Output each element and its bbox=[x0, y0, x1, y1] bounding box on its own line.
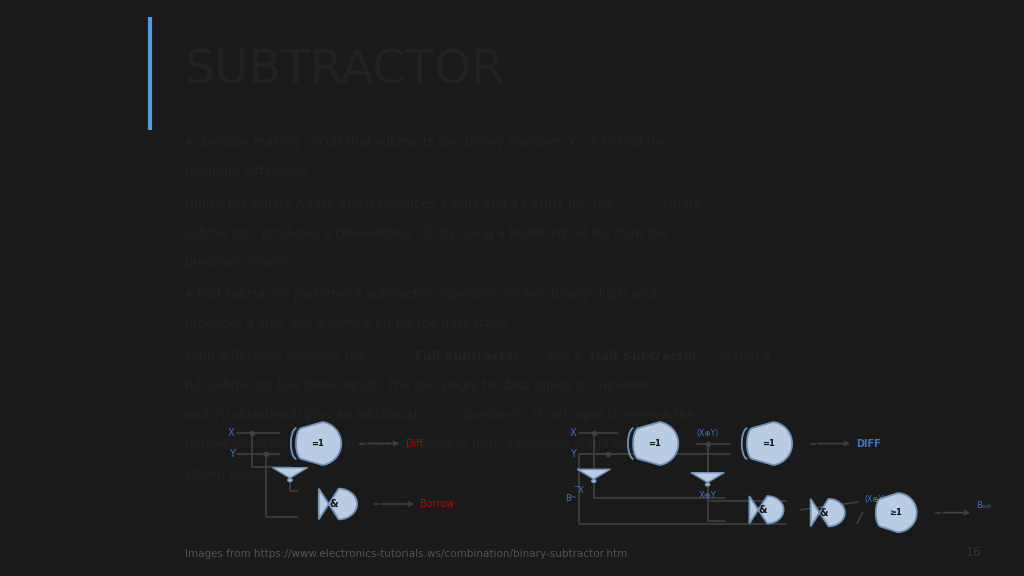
Text: (B-in) input to receive the: (B-in) input to receive the bbox=[529, 409, 694, 422]
Text: (X⊕Y).Bᴵⁿ: (X⊕Y).Bᴵⁿ bbox=[864, 495, 898, 505]
Text: ≥1: ≥1 bbox=[889, 508, 901, 517]
Polygon shape bbox=[578, 469, 610, 479]
Text: Y: Y bbox=[229, 449, 234, 459]
Text: ̅X: ̅X bbox=[579, 487, 585, 495]
Polygon shape bbox=[318, 488, 357, 520]
Text: and Y(subtrahend) plus an additional: and Y(subtrahend) plus an additional bbox=[185, 409, 421, 422]
Text: A half subtractor performs a subtraction operation on two binary digits and: A half subtractor performs a subtraction… bbox=[185, 288, 656, 301]
Text: Borrow-in: Borrow-in bbox=[463, 409, 523, 422]
Text: =1: =1 bbox=[762, 439, 775, 448]
Text: Bₒᵤₜ: Bₒᵤₜ bbox=[976, 501, 991, 510]
Text: (X⊕Y): (X⊕Y) bbox=[696, 429, 719, 438]
Text: Borrow: Borrow bbox=[421, 499, 455, 509]
Text: Diff.: Diff. bbox=[406, 438, 425, 449]
Text: borrow generated by the subtraction process from a previous stage as: borrow generated by the subtraction proc… bbox=[185, 438, 627, 451]
Text: subtractor: subtractor bbox=[185, 227, 249, 240]
Text: &: & bbox=[759, 505, 767, 515]
Text: Full Subtractor: Full Subtractor bbox=[415, 350, 519, 363]
Text: Images from https://www.electronics-tutorials.ws/combination/binary-subtractor.h: Images from https://www.electronics-tuto… bbox=[185, 549, 627, 559]
Polygon shape bbox=[272, 468, 307, 478]
Text: X: X bbox=[228, 428, 234, 438]
Polygon shape bbox=[750, 496, 783, 524]
Text: DIFF: DIFF bbox=[856, 438, 882, 449]
Text: Half Subtractor: Half Subtractor bbox=[590, 350, 698, 363]
Text: SUBTRACTOR: SUBTRACTOR bbox=[185, 48, 505, 93]
Text: &: & bbox=[330, 499, 338, 509]
Text: X: X bbox=[569, 428, 577, 438]
Text: A decision making circuit that subtracts two binary numbers X – Y to find the: A decision making circuit that subtracts… bbox=[185, 135, 667, 149]
Text: resulting difference: resulting difference bbox=[185, 165, 307, 178]
Circle shape bbox=[592, 480, 596, 483]
Text: &: & bbox=[820, 507, 828, 518]
Text: previous column: previous column bbox=[185, 256, 289, 270]
Text: 16: 16 bbox=[966, 546, 982, 559]
Polygon shape bbox=[633, 422, 678, 465]
Text: binary: binary bbox=[663, 198, 701, 211]
Polygon shape bbox=[296, 422, 341, 465]
Text: full subtractor has three inputs. The two single bit data inputs X (minuend): full subtractor has three inputs. The tw… bbox=[185, 380, 654, 392]
Text: =1: =1 bbox=[648, 439, 660, 448]
Text: Main difference between the: Main difference between the bbox=[185, 350, 369, 363]
Text: produces a DIFFERENCE (D) by using a BORROW bit (B) from the: produces a DIFFERENCE (D) by using a BOR… bbox=[258, 227, 668, 240]
Text: Y: Y bbox=[570, 449, 577, 459]
Text: Bᴵⁿ: Bᴵⁿ bbox=[565, 494, 577, 503]
Text: X⊕Y: X⊕Y bbox=[698, 491, 717, 500]
Text: is that a: is that a bbox=[717, 350, 771, 363]
Polygon shape bbox=[811, 499, 845, 526]
Polygon shape bbox=[746, 422, 793, 465]
Circle shape bbox=[288, 479, 292, 482]
Polygon shape bbox=[691, 473, 724, 483]
Text: produces a sum and a borrow bit for the next stage: produces a sum and a borrow bit for the … bbox=[185, 317, 508, 331]
Polygon shape bbox=[876, 493, 916, 532]
Text: Unlike the Binary Adder which produces a SUM and a CARRY bit, the: Unlike the Binary Adder which produces a… bbox=[185, 198, 616, 211]
Text: and a: and a bbox=[542, 350, 586, 363]
Circle shape bbox=[706, 483, 710, 486]
Text: =1: =1 bbox=[311, 439, 324, 448]
Text: shown below: shown below bbox=[185, 468, 266, 480]
